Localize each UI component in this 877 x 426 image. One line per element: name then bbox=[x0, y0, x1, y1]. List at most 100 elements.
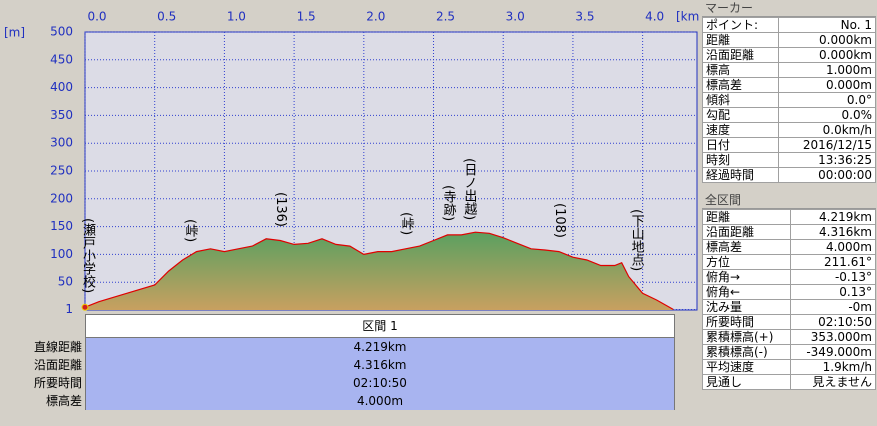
x-tick-label: 3.5 bbox=[575, 10, 594, 24]
y-tick-label: 500 bbox=[50, 25, 73, 39]
y-tick-label: 400 bbox=[50, 80, 73, 94]
info-label: 沿面距離 bbox=[702, 224, 791, 240]
y-tick-label: 200 bbox=[50, 191, 73, 205]
start-marker bbox=[81, 303, 89, 311]
section-table: 区間 1 直線距離 4.219km 沿面距離 4.316km 所要時間 02:10:50 標… bbox=[0, 314, 700, 410]
info-value: 353.000m bbox=[789, 329, 877, 345]
info-value: 4.316km bbox=[789, 224, 877, 240]
row-label: 直線距離 bbox=[33, 340, 82, 354]
info-value: -349.000m bbox=[789, 344, 877, 360]
info-value: 1.9km/h bbox=[789, 359, 877, 375]
info-label: 速度 bbox=[702, 122, 779, 138]
info-row: 速度 0.0km/h bbox=[702, 122, 877, 138]
info-row: 累積標高(+) 353.000m bbox=[702, 329, 877, 345]
row-label: 所要時間 bbox=[33, 376, 82, 390]
marker-panel: マーカー ポイント: No. 1 距離 0.000km 沿面距離 0.000km 標高 1.0… bbox=[702, 1, 877, 183]
info-row: 見通し 見えません bbox=[702, 374, 877, 390]
info-row: 所要時間 02:10:50 bbox=[702, 314, 877, 330]
info-label: ポイント: bbox=[702, 17, 779, 33]
y-tick-label: 1 bbox=[65, 302, 73, 314]
annotation: (下山地点) bbox=[628, 208, 644, 272]
info-value: 見えません bbox=[789, 374, 877, 390]
info-row: 距離 0.000km bbox=[702, 32, 877, 48]
info-label: 累積標高(+) bbox=[702, 329, 791, 345]
profile-line bbox=[84, 231, 674, 310]
info-row: 平均速度 1.9km/h bbox=[702, 359, 877, 375]
info-row: 沈み量 -0m bbox=[702, 299, 877, 315]
row-value: 02:10:50 bbox=[85, 374, 675, 392]
info-value: 0.0km/h bbox=[777, 122, 877, 138]
row-value: 4.316km bbox=[85, 356, 675, 374]
annotation: (瀬戸小学校) bbox=[80, 218, 95, 294]
info-row: 日付 2016/12/15 bbox=[702, 137, 877, 153]
info-value: 4.219km bbox=[789, 209, 877, 225]
y-tick-label: 450 bbox=[50, 52, 73, 66]
info-label: 標高差 bbox=[702, 239, 791, 255]
info-value: 13:36:25 bbox=[777, 152, 877, 168]
info-label: 傾斜 bbox=[702, 92, 779, 108]
info-value: 2016/12/15 bbox=[777, 137, 877, 153]
info-label: 俯角→ bbox=[702, 269, 791, 285]
row-label: 沿面距離 bbox=[33, 358, 82, 372]
info-label: 沿面距離 bbox=[702, 47, 779, 63]
x-tick-label: 2.0 bbox=[366, 10, 385, 24]
info-table: 距離 4.219km 沿面距離 4.316km 標高差 4.000m 方位 211.61° 俯角… bbox=[702, 209, 877, 390]
y-tick-label: 350 bbox=[50, 108, 73, 122]
info-value: 4.000m bbox=[789, 239, 877, 255]
profile-area bbox=[85, 232, 674, 310]
annotation: (136) bbox=[273, 191, 289, 227]
info-row: 標高差 0.000m bbox=[702, 77, 877, 93]
x-tick-label: 3.0 bbox=[506, 10, 525, 24]
marker-title: マーカー bbox=[702, 1, 876, 17]
info-row: 勾配 0.0% bbox=[702, 107, 877, 123]
info-value: -0.13° bbox=[789, 269, 877, 285]
row-label: 標高差 bbox=[45, 394, 82, 408]
info-row: 傾斜 0.0° bbox=[702, 92, 877, 108]
x-tick-label: 2.5 bbox=[436, 10, 455, 24]
info-row: 方位 211.61° bbox=[702, 254, 877, 270]
info-label: 俯角← bbox=[702, 284, 791, 300]
section-row: 標高差 4.000m bbox=[0, 392, 700, 410]
section-row: 直線距離 4.219km bbox=[0, 338, 700, 356]
y-tick-label: 50 bbox=[58, 275, 73, 289]
info-row: 俯角→ -0.13° bbox=[702, 269, 877, 285]
info-row: 時刻 13:36:25 bbox=[702, 152, 877, 168]
info-label: 勾配 bbox=[702, 107, 779, 123]
info-value: 0.0% bbox=[777, 107, 877, 123]
info-value: 1.000m bbox=[777, 62, 877, 78]
section-row: 所要時間 02:10:50 bbox=[0, 374, 700, 392]
info-label: 標高 bbox=[702, 62, 779, 78]
section-title: 区間 1 bbox=[85, 314, 675, 338]
info-value: 0.000km bbox=[777, 47, 877, 63]
info-label: 平均速度 bbox=[702, 359, 791, 375]
info-row: 標高 1.000m bbox=[702, 62, 877, 78]
annotation: (108) bbox=[551, 202, 567, 238]
info-value: 0.000km bbox=[777, 32, 877, 48]
info-value: 0.0° bbox=[777, 92, 877, 108]
annotation: (寺跡) bbox=[440, 184, 456, 222]
annotation: (日ノ出越) bbox=[461, 157, 477, 220]
info-row: 沿面距離 0.000km bbox=[702, 47, 877, 63]
x-tick-label: 0.0 bbox=[87, 10, 106, 24]
row-value: 4.219km bbox=[85, 338, 675, 356]
info-row: 沿面距離 4.316km bbox=[702, 224, 877, 240]
info-row: 距離 4.219km bbox=[702, 209, 877, 225]
y-tick-label: 250 bbox=[50, 164, 73, 178]
info-value: -0m bbox=[789, 299, 877, 315]
y-tick-label: 300 bbox=[50, 136, 73, 150]
info-value: No. 1 bbox=[777, 17, 877, 33]
info-label: 所要時間 bbox=[702, 314, 791, 330]
info-row: ポイント: No. 1 bbox=[702, 17, 877, 33]
x-tick-label: 1.0 bbox=[227, 10, 246, 24]
annotation: (峠) bbox=[182, 218, 198, 242]
info-label: 経過時間 bbox=[702, 167, 779, 183]
info-value: 0.000m bbox=[777, 77, 877, 93]
x-tick-label: 1.5 bbox=[297, 10, 316, 24]
all-panel: 全区間 距離 4.219km 沿面距離 4.316km 標高差 4.000m 方位 211.6… bbox=[702, 193, 877, 390]
y-tick-label: 150 bbox=[50, 219, 73, 233]
all-title: 全区間 bbox=[702, 193, 876, 209]
row-value: 4.000m bbox=[85, 392, 675, 410]
info-value: 211.61° bbox=[789, 254, 877, 270]
info-table: ポイント: No. 1 距離 0.000km 沿面距離 0.000km 標高 1.000m 標高… bbox=[702, 17, 877, 183]
